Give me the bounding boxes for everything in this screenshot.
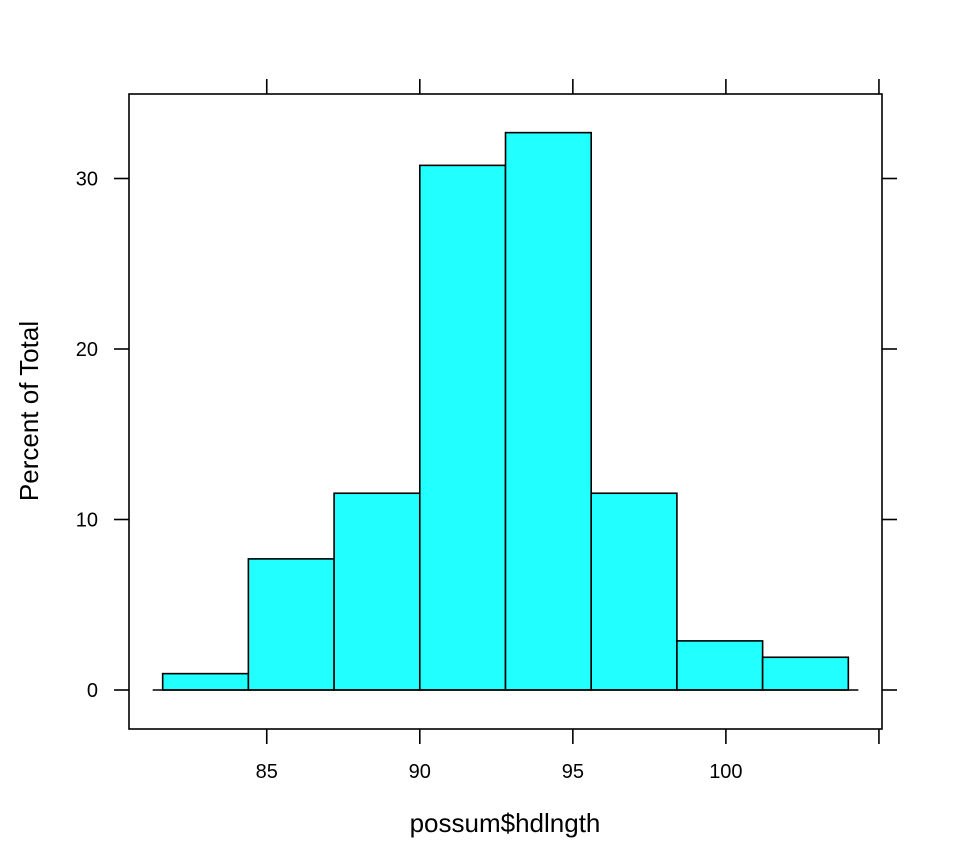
y-axis-title: Percent of Total (14, 321, 44, 501)
histogram-bar (676, 640, 764, 691)
histogram-bar (504, 131, 593, 691)
ticks-group (114, 79, 897, 744)
y-tick-label: 10 (76, 510, 98, 532)
y-tick-label: 20 (76, 339, 98, 361)
plot-frame (128, 93, 883, 730)
histogram-bar (761, 656, 850, 691)
histogram-bar (333, 492, 421, 691)
x-tick-label: 90 (409, 761, 431, 783)
histogram-bar (418, 164, 507, 691)
x-tick-label: 95 (562, 761, 584, 783)
histogram-bar (161, 672, 250, 691)
y-tick-label: 30 (76, 169, 98, 191)
y-tick-label: 0 (87, 680, 98, 702)
bars-group (152, 131, 859, 691)
tick-labels-group: 85 90 95 100 0 10 20 30 (76, 169, 743, 784)
histogram-bar (590, 492, 678, 691)
x-tick-label: 100 (709, 761, 742, 783)
x-axis-title: possum$hdlngth (410, 808, 601, 838)
x-tick-label: 85 (256, 761, 278, 783)
histogram-bar (247, 558, 335, 691)
